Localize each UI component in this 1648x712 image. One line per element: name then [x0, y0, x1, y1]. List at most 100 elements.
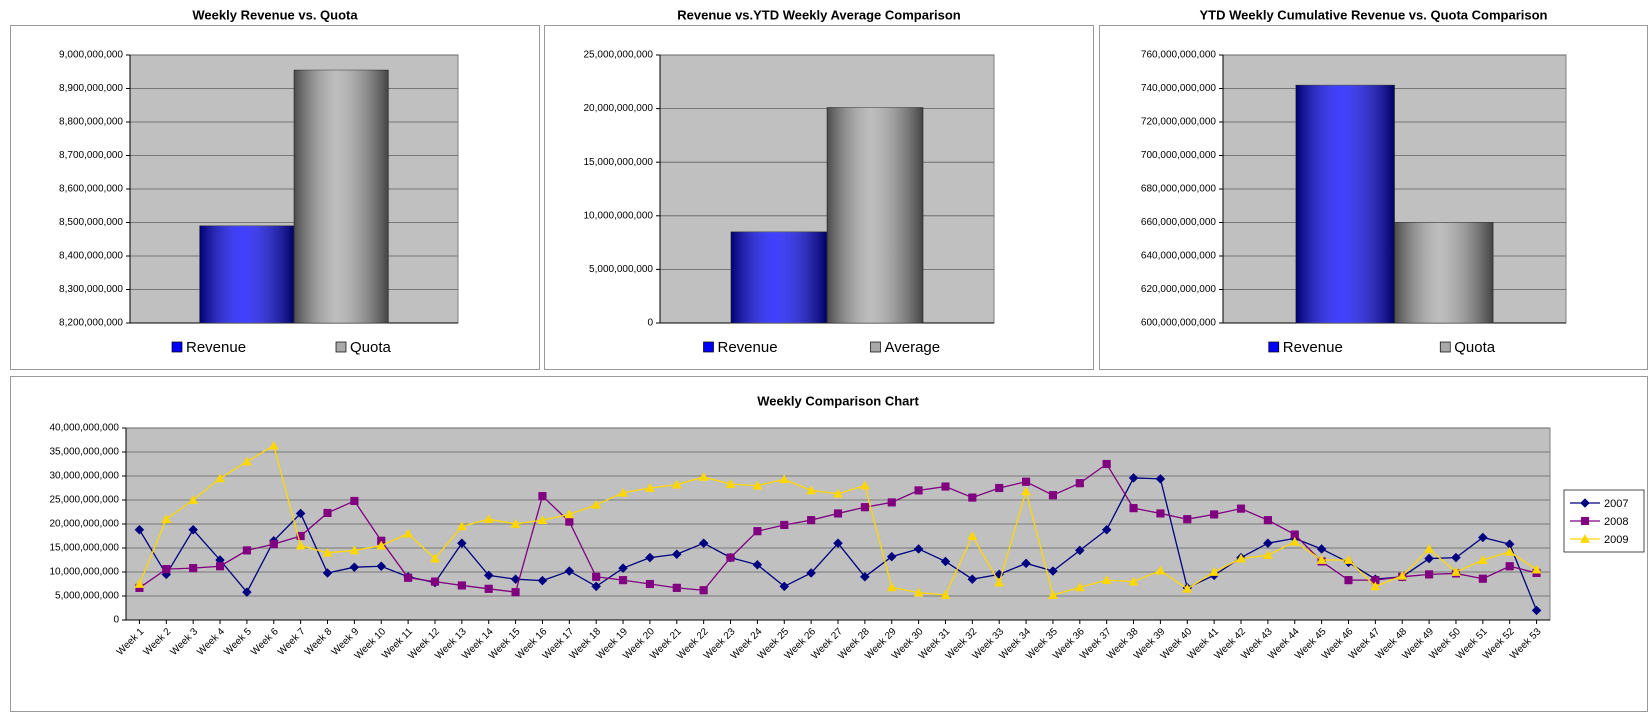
marker: [457, 581, 466, 590]
marker: [188, 494, 199, 504]
marker: [913, 587, 924, 597]
marker: [1048, 566, 1058, 576]
marker: [1370, 581, 1381, 591]
marker: [456, 538, 467, 549]
y-tick-label: 0: [647, 318, 653, 329]
marker: [1425, 570, 1434, 579]
marker: [1129, 504, 1138, 513]
bar-shade: [294, 70, 389, 323]
marker: [1074, 545, 1085, 556]
marker: [295, 540, 306, 550]
legend-label: Quota: [350, 339, 392, 356]
chart-title: Weekly Revenue vs. Quota: [192, 7, 358, 22]
marker: [1424, 543, 1435, 553]
marker: [1156, 509, 1165, 518]
y-tick-label: 25,000,000,000: [49, 495, 119, 506]
marker: [1397, 570, 1408, 580]
marker: [591, 499, 602, 509]
marker: [698, 471, 709, 481]
marker: [887, 498, 896, 507]
legend-label: Average: [885, 339, 941, 356]
marker: [752, 480, 763, 490]
marker: [1210, 510, 1219, 519]
legend-swatch: [703, 341, 714, 353]
marker: [995, 483, 1004, 493]
marker: [511, 588, 520, 597]
marker: [725, 479, 736, 489]
marker: [1182, 583, 1193, 593]
legend-swatch: [870, 341, 881, 353]
marker: [671, 549, 682, 560]
y-tick-label: 660,000,000,000: [1141, 217, 1217, 228]
marker: [189, 564, 198, 573]
marker: [134, 524, 145, 535]
marker: [456, 521, 467, 531]
marker: [1101, 575, 1112, 585]
y-tick-label: 740,000,000,000: [1141, 83, 1217, 94]
marker: [1504, 546, 1515, 556]
y-tick-label: 10,000,000,000: [583, 210, 653, 221]
marker: [859, 480, 870, 490]
marker: [1580, 498, 1590, 508]
marker: [404, 573, 413, 582]
marker: [671, 479, 682, 489]
marker: [1451, 566, 1461, 576]
marker: [940, 590, 951, 599]
marker: [591, 581, 602, 592]
marker: [322, 568, 333, 578]
marker: [537, 515, 548, 525]
marker: [565, 517, 574, 526]
marker: [376, 540, 387, 550]
bar-shade: [827, 107, 924, 323]
marker: [350, 496, 359, 506]
marker: [967, 574, 978, 585]
legend-label: Quota: [1454, 339, 1496, 356]
marker: [510, 518, 521, 528]
marker: [1021, 486, 1032, 496]
marker: [1102, 459, 1111, 469]
marker: [940, 556, 951, 567]
marker: [644, 482, 655, 492]
y-tick-label: 9,000,000,000: [59, 50, 123, 61]
y-tick-label: 35,000,000,000: [49, 447, 119, 458]
marker: [1531, 564, 1542, 574]
marker: [886, 551, 897, 562]
marker: [833, 488, 843, 498]
marker: [833, 509, 843, 518]
marker: [268, 440, 279, 450]
y-tick-label: 5,000,000,000: [55, 591, 119, 602]
y-tick-label: 15,000,000,000: [49, 543, 119, 554]
marker: [295, 508, 306, 519]
marker: [1371, 576, 1380, 585]
y-tick-label: 40,000,000,000: [49, 423, 119, 434]
marker: [618, 576, 628, 585]
y-tick-label: 8,900,000,000: [59, 83, 123, 94]
marker: [618, 563, 628, 574]
marker: [483, 570, 494, 581]
marker: [161, 514, 172, 524]
y-tick-label: 20,000,000,000: [49, 519, 119, 530]
marker: [349, 562, 360, 573]
marker: [1236, 553, 1246, 563]
marker: [645, 579, 654, 589]
marker: [752, 559, 763, 570]
marker: [779, 474, 790, 484]
marker: [698, 538, 709, 549]
marker: [323, 508, 332, 518]
y-tick-label: 620,000,000,000: [1141, 284, 1217, 295]
marker: [1101, 524, 1112, 535]
marker: [833, 538, 843, 549]
marker: [806, 568, 816, 578]
marker: [215, 473, 225, 483]
marker: [538, 492, 547, 501]
y-tick-label: 10,000,000,000: [49, 567, 119, 578]
y-tick-label: 0: [113, 615, 119, 626]
marker: [1128, 473, 1139, 483]
marker: [1074, 582, 1085, 592]
marker: [403, 528, 414, 538]
marker: [484, 584, 493, 593]
marker: [269, 540, 278, 549]
bar-shade: [1295, 85, 1395, 324]
marker: [430, 577, 440, 586]
marker: [215, 562, 225, 571]
